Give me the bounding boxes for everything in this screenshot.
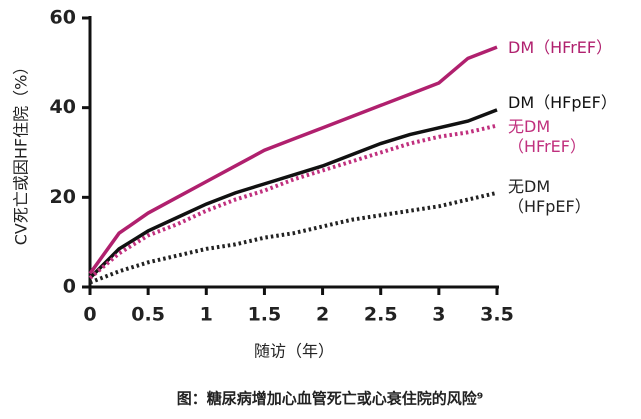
x-tick-label: 1.5 [248,304,282,326]
series-label: DM（HFrEF） [508,38,613,57]
x-tick-label: 2.5 [364,304,398,326]
caption: 图：糖尿病增加心血管死亡或心衰住院的风险⁹ [177,390,484,408]
x-axis-label: 随访（年） [254,342,334,361]
series-label: DM（HFpEF） [508,93,617,112]
y-tick-label: 60 [50,7,76,29]
series-label: 无DM（HFpEF） [508,177,591,216]
x-tick-label: 0 [83,304,96,326]
series-line [88,123,498,280]
x-tick-label: 1 [200,304,213,326]
y-tick-label: 40 [50,96,76,118]
series-line [88,108,498,280]
series-label: 无DM（HFrEF） [508,117,586,156]
series-line [89,190,498,285]
y-axis-label: CV死亡或因HF住院（%） [12,59,31,246]
x-tick-label: 2 [316,304,329,326]
y-tick-label: 0 [63,276,76,298]
x-tick-label: 3.5 [480,304,514,326]
x-tick-label: 0.5 [131,304,165,326]
series-line [88,45,498,275]
x-tick-label: 3 [432,304,445,326]
y-tick-label: 20 [50,186,76,208]
